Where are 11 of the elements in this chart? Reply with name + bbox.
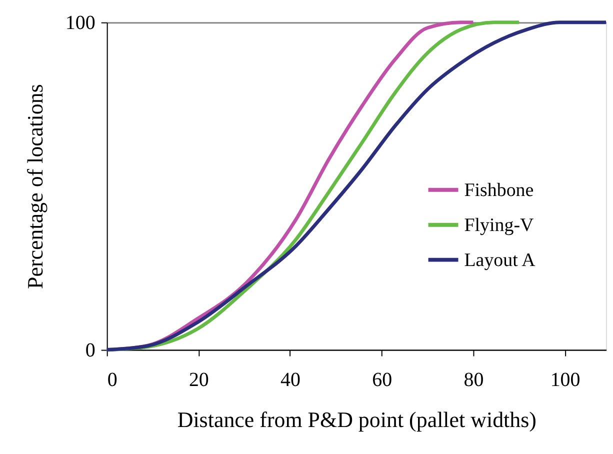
x-axis-title: Distance from P&D point (pallet widths): [177, 407, 536, 432]
x-tick-label: 40: [280, 369, 301, 392]
x-tick-label: 80: [464, 369, 484, 392]
x-tick-label: 60: [372, 369, 392, 392]
x-tick-label: 100: [550, 369, 580, 392]
legend-label: Fishbone: [464, 180, 534, 201]
x-tick-label: 20: [188, 369, 209, 392]
x-tick-label: 0: [107, 369, 118, 392]
legend-label: Flying-V: [464, 214, 534, 236]
legend-label: Layout A: [464, 250, 536, 271]
y-axis-title: Percentage of locations: [22, 84, 48, 289]
